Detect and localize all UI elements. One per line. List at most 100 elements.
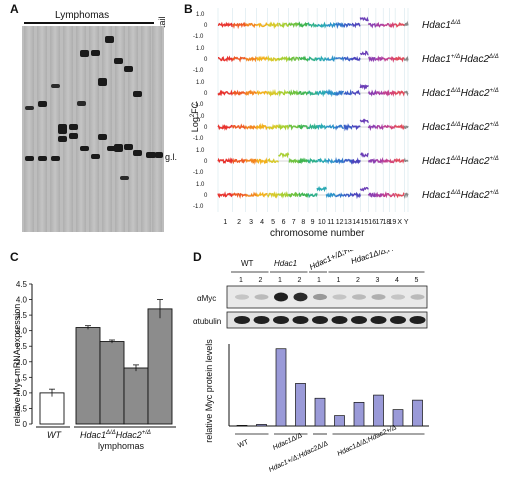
cnv-trace-chr2 <box>232 123 247 130</box>
southern-blot-image <box>22 26 164 232</box>
cnv-trace-chr17 <box>375 191 384 198</box>
cnv-trace-chr7 <box>288 157 300 164</box>
d-bar <box>295 383 306 427</box>
cnv-trace-chr6 <box>278 89 290 97</box>
cnv-trace-chr6 <box>278 21 290 29</box>
cnv-trace-chr5 <box>266 191 280 199</box>
c-ytick-label: 4.0 <box>16 296 28 305</box>
cnv-trace-chr8 <box>298 90 309 96</box>
cnv-trace-chr4 <box>256 89 269 96</box>
c-ylabel: relative Myc mRNA expression <box>12 303 22 427</box>
d-lane-number: 2 <box>298 277 302 284</box>
genotype-label: Hdac1+/Δ​Hdac2Δ/Δ​ <box>422 54 499 65</box>
cnv-trace-chr4 <box>255 122 268 131</box>
d-myc-band <box>254 294 269 300</box>
cnv-trace-chr3 <box>245 55 258 63</box>
cnv-xlabel: chromosome number <box>270 228 365 239</box>
cnv-trace-chr3 <box>244 22 257 29</box>
cnv-trace-chr6 <box>277 190 290 199</box>
cnv-trace-chrX <box>394 157 405 164</box>
cnv-trace-chr1 <box>217 124 233 131</box>
ytick-label: -1.0 <box>193 170 204 176</box>
d-tubulin-band <box>253 316 270 324</box>
chromosome-tick-label: 14 <box>352 219 360 226</box>
panel-d: WT Hdac1 Hdac1+/Δ;Hdac2Δ/Δ Hdac1Δ/Δ;Hdac2+/… <box>193 250 520 487</box>
cnv-trace-chr11 <box>325 124 336 130</box>
c-ytick-label: 2.0 <box>16 358 28 367</box>
cnv-trace-chr7 <box>288 89 300 97</box>
cnv-trace-chr5 <box>266 55 280 62</box>
chromosome-tick-label: 5 <box>271 219 275 226</box>
c-bar <box>39 392 65 425</box>
cnv-trace-chr8 <box>298 21 309 28</box>
c-bar <box>123 367 149 425</box>
cnv-trace-chr15 <box>359 83 370 91</box>
d-bar <box>373 394 384 427</box>
genotype-label: Hdac1Δ/Δ​Hdac2+/Δ​ <box>422 190 499 201</box>
d-bar <box>314 397 326 427</box>
cnv-trace-chr7 <box>288 56 300 63</box>
d-lane-number: 5 <box>415 277 419 284</box>
cnv-trace-chr10 <box>316 21 327 29</box>
gl-label: g.l. <box>165 152 178 162</box>
cnv-trace-chr14 <box>351 89 361 96</box>
cnv-trace-chr10 <box>316 89 327 98</box>
cnv-trace-chr17 <box>375 156 384 165</box>
cnv-trace-chr9 <box>307 193 318 199</box>
cnv-trace-chr12 <box>334 89 345 97</box>
c-group-wt: WT <box>47 430 61 440</box>
d-xgroup-label-wt: WT <box>237 439 250 450</box>
cnv-trace-chr1 <box>217 21 233 28</box>
cnv-trace-chr14 <box>352 124 361 131</box>
cnv-trace-chr11 <box>325 157 336 165</box>
cnv-trace-chr16 <box>367 22 377 29</box>
chromosome-tick-label: 7 <box>292 219 296 226</box>
cnv-trace-chr17 <box>375 123 384 131</box>
genotype-label: Hdac1Δ/Δ​ <box>422 20 461 31</box>
cnv-trace-chr8 <box>298 55 309 62</box>
ytick-label: 0 <box>204 23 208 29</box>
cnv-trace-chr9 <box>307 90 318 97</box>
d-myc-band <box>293 292 308 302</box>
cnv-trace-chr7 <box>288 191 299 198</box>
c-ytick-label: 0 <box>23 420 28 429</box>
cnv-trace-chrY <box>403 55 409 63</box>
ytick-label: 0 <box>204 57 208 63</box>
cnv-trace-chr14 <box>351 22 361 29</box>
cnv-trace-chr1 <box>218 55 234 63</box>
ytick-label: 0 <box>204 91 208 97</box>
cnv-trace-chr8 <box>298 192 309 198</box>
panel-label-c: C <box>10 250 19 264</box>
cnv-trace-chr19 <box>389 55 396 63</box>
chromosome-tick-label: 1 <box>223 219 227 226</box>
ytick-label: 1.0 <box>196 46 205 52</box>
ytick-label: 0 <box>204 159 208 165</box>
cnv-trace-chr11 <box>325 192 336 199</box>
cnv-trace-chr8 <box>298 123 309 130</box>
cnv-trace-chr16 <box>367 124 377 132</box>
cnv-trace-chrY <box>404 90 409 97</box>
cnv-trace-chr13 <box>343 192 353 198</box>
cnv-trace-chr16 <box>368 56 377 63</box>
c-ytick-label: 3.0 <box>16 327 28 336</box>
cnv-trace-chrX <box>394 55 405 63</box>
chromosome-tick-label: 15 <box>361 219 369 226</box>
cnv-trace-chr15 <box>359 118 369 125</box>
d-lane-number: 2 <box>356 277 360 284</box>
chromosome-tick-label: 6 <box>282 219 286 226</box>
d-bar <box>392 409 404 427</box>
d-label-myc: αMyc <box>197 294 217 303</box>
ytick-label: -1.0 <box>193 136 204 142</box>
chromosome-tick-label: X <box>397 219 402 226</box>
cnv-trace-chr14 <box>351 191 361 200</box>
cnv-trace-chr6 <box>278 151 290 159</box>
cnv-trace-chr9 <box>307 157 318 165</box>
cnv-trace-chr12 <box>334 56 345 62</box>
ytick-label: -1.0 <box>193 34 204 40</box>
ytick-label: 1.0 <box>196 148 205 154</box>
d-group-label-wt: WT <box>241 259 254 268</box>
cnv-ylabel: Log2FC <box>190 101 201 133</box>
d-tubulin-band <box>331 316 348 324</box>
cnv-trace-chr2 <box>232 89 247 97</box>
d-myc-band <box>235 294 249 300</box>
